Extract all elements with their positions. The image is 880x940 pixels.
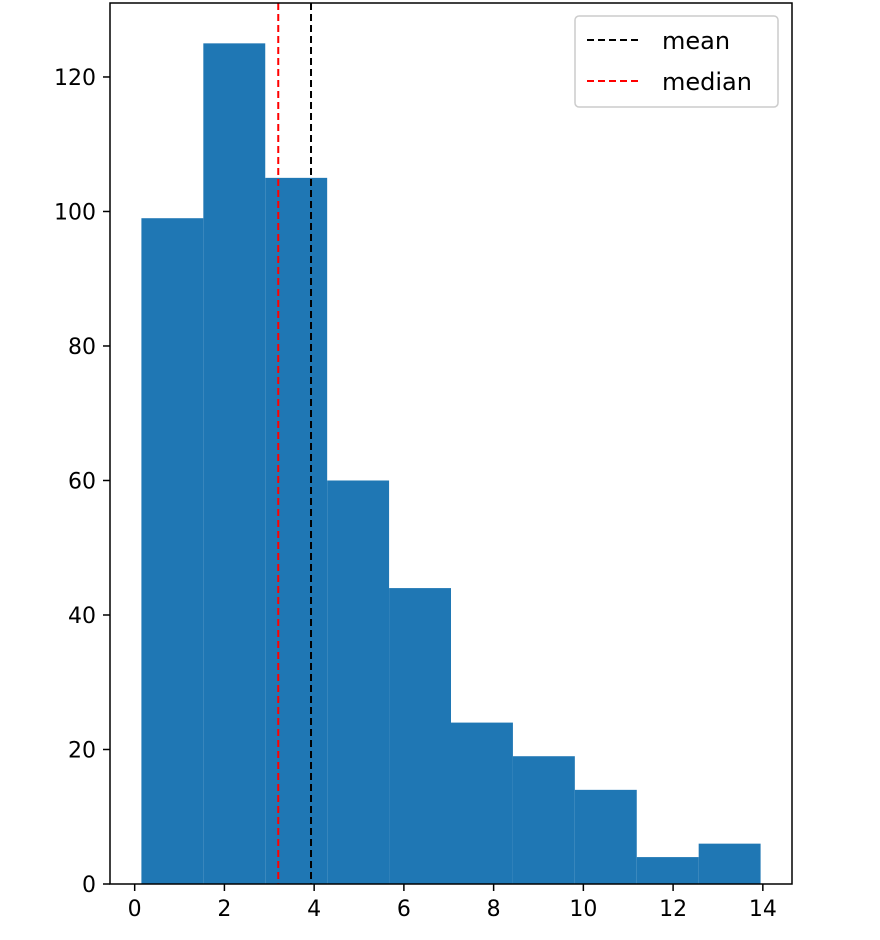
legend-label-median: median	[662, 68, 752, 96]
histogram-bar-6	[512, 756, 575, 884]
x-tick-label: 8	[487, 897, 501, 922]
legend-box	[574, 15, 779, 108]
histogram-bar-7	[574, 789, 637, 884]
histogram-bar-4	[389, 588, 451, 884]
x-tick-label: 12	[659, 897, 687, 922]
x-tick-label: 2	[217, 897, 231, 922]
reference-lines	[277, 3, 313, 884]
legend-label-mean: mean	[662, 27, 730, 55]
y-axis: 0 20 40 60 80 100 120	[54, 66, 110, 898]
y-tick-label: 20	[68, 738, 96, 763]
histogram-bars	[141, 43, 761, 885]
y-tick-label: 120	[54, 66, 96, 91]
histogram-bar-1	[203, 43, 266, 885]
histogram-bar-9	[698, 843, 761, 884]
histogram-bar-3	[327, 480, 390, 884]
y-tick-label: 80	[68, 335, 96, 360]
y-tick-label: 0	[82, 873, 96, 898]
histogram-bar-8	[636, 857, 699, 884]
x-tick-label: 10	[569, 897, 597, 922]
histogram-bar-0	[141, 218, 204, 884]
x-tick-label: 6	[397, 897, 411, 922]
y-tick-label: 100	[54, 200, 96, 225]
x-axis: 0 2 4 6 8 10 12 14	[128, 884, 777, 922]
x-tick-label: 0	[128, 897, 142, 922]
axes-frame	[109, 2, 793, 885]
legend: mean median	[574, 15, 779, 108]
histogram-bar-2	[265, 177, 328, 884]
y-tick-label: 40	[68, 604, 96, 629]
y-tick-label: 60	[68, 469, 96, 494]
histogram-bar-5	[451, 722, 513, 884]
x-tick-label: 4	[307, 897, 321, 922]
x-tick-label: 14	[749, 897, 777, 922]
